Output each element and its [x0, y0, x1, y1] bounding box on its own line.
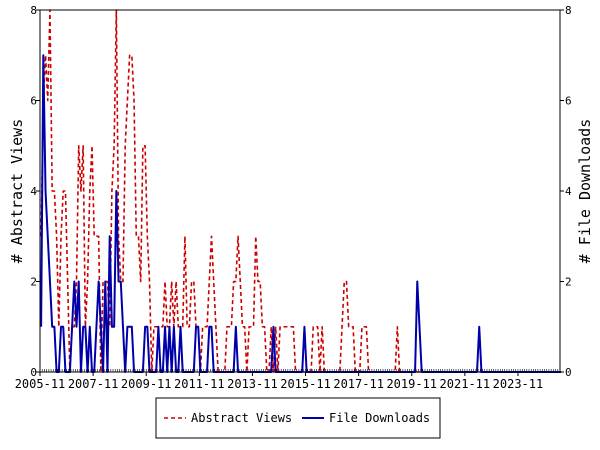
y-right-tick-label: 4	[565, 185, 572, 198]
plot-frame	[39, 9, 561, 373]
x-tick-label: 2021-11	[440, 377, 491, 391]
left-axis-label: # Abstract Views	[8, 119, 26, 264]
y-left-tick-label: 2	[30, 276, 37, 289]
y-left-tick-label: 0	[30, 366, 37, 379]
x-tick-label: 2013-11	[227, 377, 278, 391]
x-tick-label: 2011-11	[174, 377, 225, 391]
y-left-tick-label: 8	[30, 4, 37, 17]
y-right-tick-label: 8	[565, 4, 572, 17]
x-tick-label: 2015-11	[280, 377, 331, 391]
right-axis-label: # File Downloads	[576, 119, 594, 264]
legend-label-abstract-views: Abstract Views	[191, 411, 292, 425]
x-tick-label: 2007-11	[68, 377, 119, 391]
y-right-tick-label: 2	[565, 276, 572, 289]
y-left-tick-label: 6	[30, 95, 37, 108]
legend-box	[155, 397, 441, 439]
x-tick-label: 2019-11	[386, 377, 437, 391]
x-tick-label: 2023-11	[493, 377, 544, 391]
y-left-tick-label: 4	[30, 185, 37, 198]
y-right-tick-label: 0	[565, 366, 572, 379]
legend: Abstract Views File Downloads	[155, 397, 441, 439]
x-tick-label: 2005-11	[15, 377, 66, 391]
y-right-tick-label: 6	[565, 95, 572, 108]
x-tick-label: 2017-11	[333, 377, 384, 391]
x-tick-label: 2009-11	[121, 377, 172, 391]
legend-label-file-downloads: File Downloads	[329, 411, 430, 425]
